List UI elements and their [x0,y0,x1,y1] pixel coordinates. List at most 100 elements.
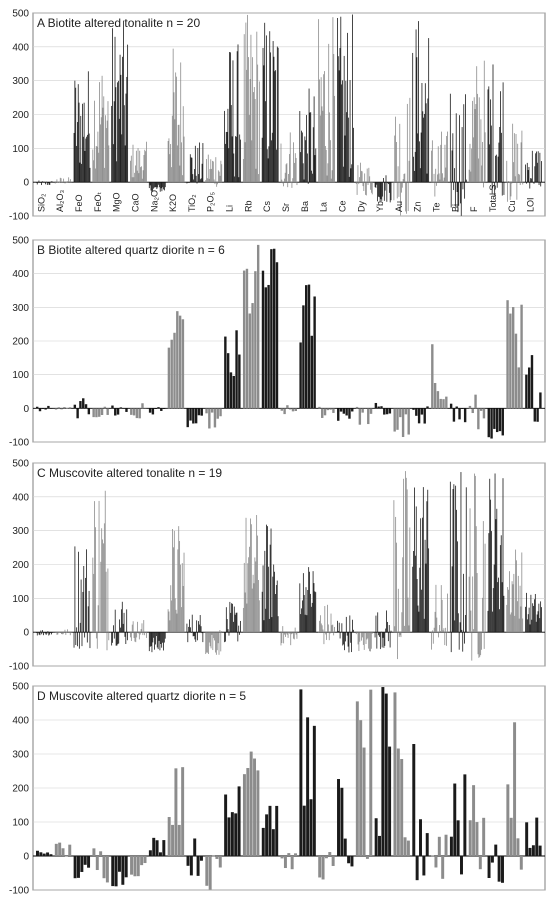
bar [124,632,126,637]
bar [287,853,291,856]
bar [385,408,389,415]
bar [208,178,210,183]
bar [427,98,429,183]
category-label: F [469,206,479,212]
bar [276,580,278,633]
bar [262,47,264,183]
bar [227,108,229,183]
bar [95,632,97,639]
bar [378,182,379,197]
bar [447,131,448,183]
bar [515,134,517,183]
bar [302,805,306,856]
bar [162,182,164,188]
bar [262,565,264,633]
bar [155,182,157,188]
bar [57,407,61,409]
bar [401,182,402,193]
bar [332,17,334,183]
bar [124,145,126,183]
bar [148,850,152,856]
bar [277,47,279,183]
bar [75,87,77,183]
bar [531,619,533,633]
bar [346,632,348,636]
y-tick-label: -100 [9,662,29,673]
bar [315,592,317,633]
bar [535,153,537,183]
bar [205,180,207,183]
bar [212,161,214,183]
bar [416,579,418,633]
bar [289,154,290,183]
bar [294,153,296,183]
bar [100,408,104,415]
bar [318,406,321,409]
bar [351,164,353,183]
bar [73,856,77,879]
bar [419,819,422,856]
bar [482,408,486,419]
bar [270,528,272,633]
bar [97,131,99,183]
bar [384,693,388,856]
bar [474,473,475,633]
bar [534,166,536,183]
bar [190,157,192,183]
bar [460,182,462,216]
bar [100,117,102,183]
bar [76,408,79,419]
bar [413,156,414,183]
bar [103,543,104,633]
bar [422,856,426,876]
y-tick-label: 500 [12,459,29,470]
bar [249,79,251,183]
bar [334,626,335,633]
bar [493,408,496,429]
bar [36,632,37,633]
bar [86,136,88,183]
bar [521,130,523,183]
bar [360,631,362,633]
bar [46,632,48,634]
bar [455,113,457,183]
bar [443,177,445,183]
y-tick-label: 0 [23,404,29,415]
bar [121,134,123,183]
bar [46,852,50,856]
bar [436,617,438,633]
bar [173,92,175,183]
bar [120,627,121,633]
bar [126,609,128,633]
bar [513,573,515,633]
bar [310,112,312,183]
bar [44,632,46,634]
bar [495,408,499,433]
bar [148,632,150,652]
bar [64,182,66,184]
bar [181,767,185,856]
bar [348,176,350,183]
bar [255,561,257,633]
bar [309,112,311,183]
bar [50,632,51,633]
bar [194,145,196,183]
bar [130,160,131,183]
bar [256,244,260,409]
bar [144,632,146,636]
bar [141,166,142,183]
bar [450,632,452,653]
bar [181,142,182,183]
bar [68,177,70,183]
bar [127,632,128,641]
bar [123,612,125,633]
bar [264,22,266,183]
bar [288,632,290,633]
bar [146,632,147,638]
bar [439,630,441,633]
bar [197,408,201,416]
bar [377,612,379,633]
category-label: TiO₂ [187,194,197,212]
bar [440,585,442,633]
bar [468,405,472,409]
